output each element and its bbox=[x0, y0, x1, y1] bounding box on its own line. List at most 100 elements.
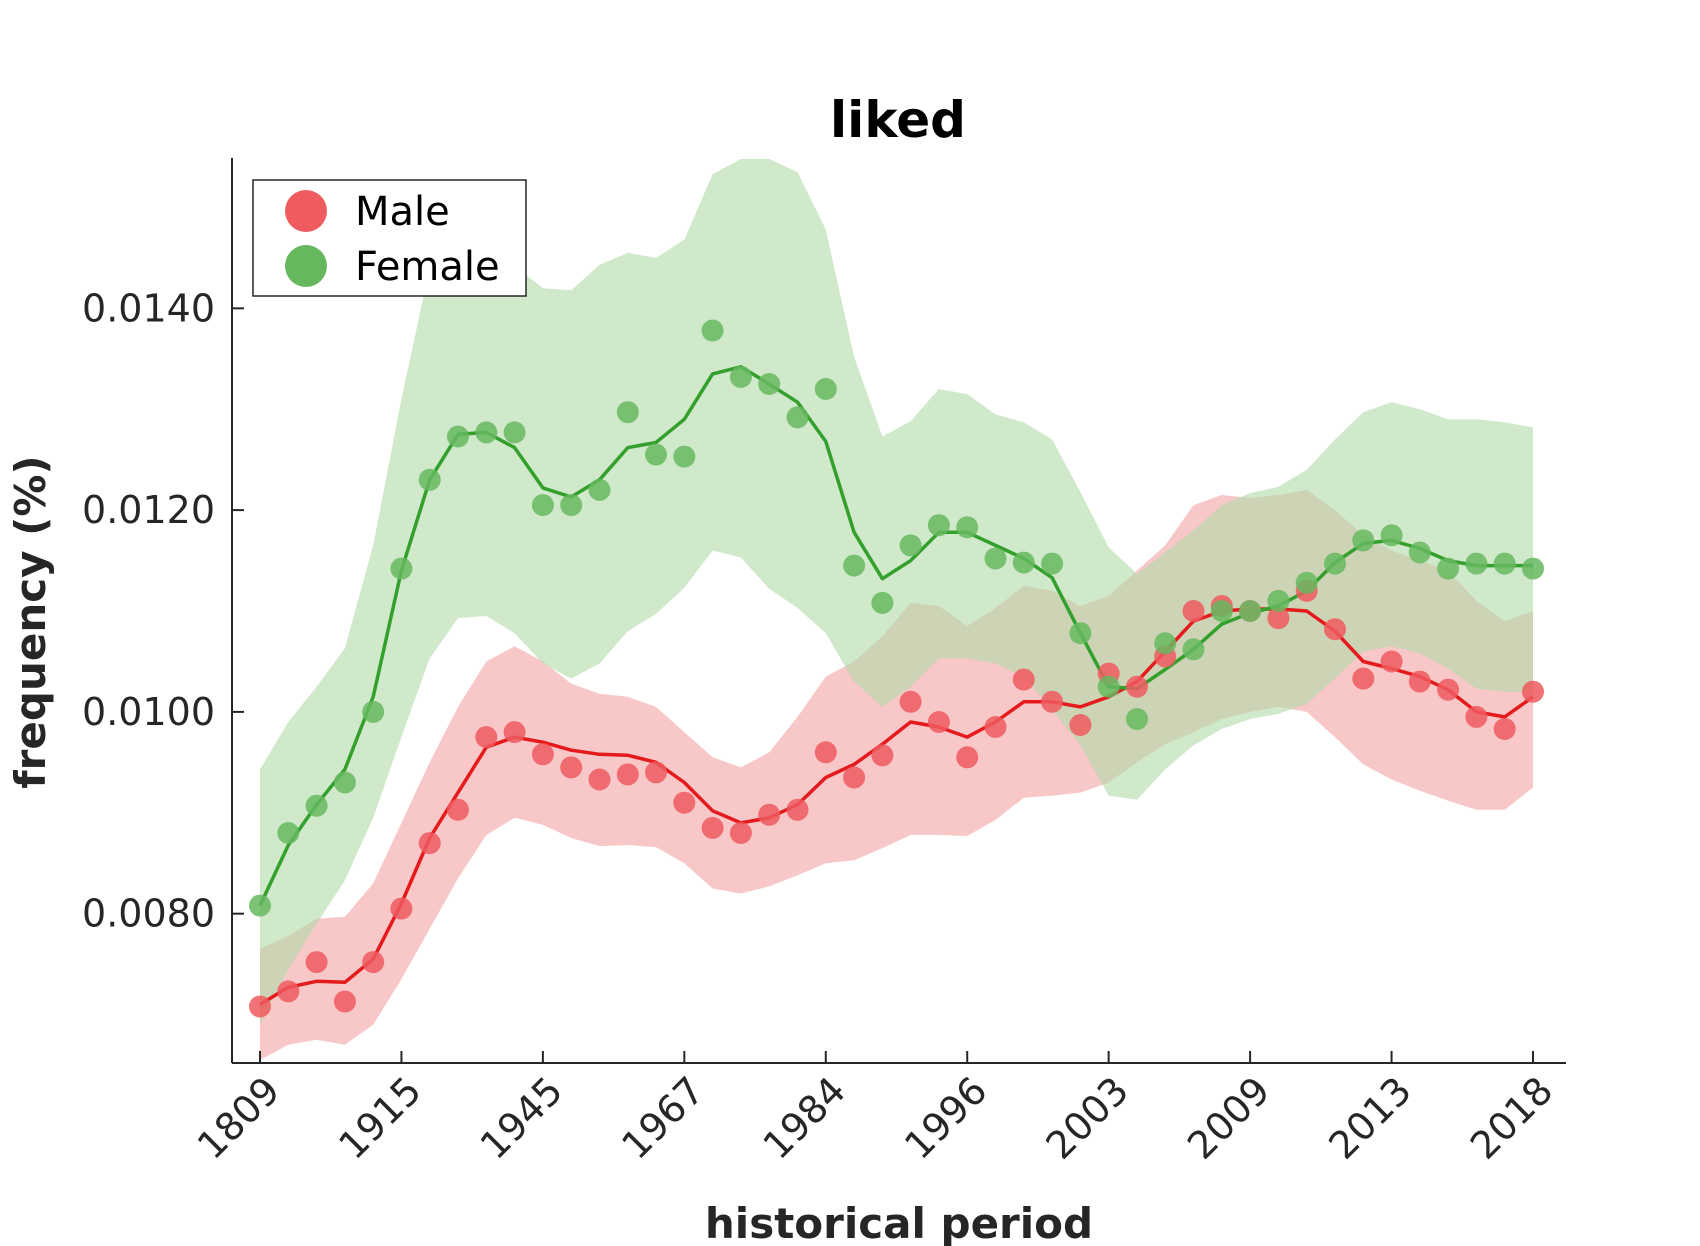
female-data-point bbox=[1012, 551, 1035, 574]
legend-marker-male bbox=[285, 190, 327, 232]
female-data-point bbox=[249, 894, 271, 917]
female-data-point bbox=[362, 700, 385, 723]
male-data-point bbox=[588, 768, 611, 791]
x-tick-label: 1996 bbox=[896, 1068, 996, 1168]
female-data-point bbox=[956, 516, 979, 539]
female-data-point bbox=[1465, 552, 1488, 575]
female-data-point bbox=[418, 468, 441, 491]
female-data-point bbox=[1522, 557, 1544, 580]
x-tick-label: 2003 bbox=[1038, 1068, 1138, 1168]
male-data-point bbox=[814, 741, 837, 764]
female-data-point bbox=[1408, 541, 1431, 564]
male-data-point bbox=[1465, 705, 1488, 728]
female-data-point bbox=[447, 425, 469, 448]
male-data-point bbox=[1522, 680, 1544, 703]
male-data-point bbox=[1408, 670, 1431, 693]
female-data-point bbox=[871, 591, 894, 614]
female-data-point bbox=[1493, 552, 1516, 575]
male-data-point bbox=[1493, 718, 1516, 740]
male-data-point bbox=[560, 756, 583, 779]
y-tick-label: 0.0080 bbox=[82, 892, 215, 936]
female-data-point bbox=[1352, 529, 1375, 552]
x-tick-label: 1915 bbox=[330, 1068, 430, 1168]
male-data-point bbox=[899, 690, 922, 713]
male-data-point bbox=[1437, 678, 1460, 701]
x-tick-label: 1945 bbox=[472, 1068, 572, 1168]
female-data-point bbox=[277, 822, 300, 844]
female-data-point bbox=[475, 421, 498, 444]
female-data-point bbox=[843, 554, 866, 577]
male-data-point bbox=[1041, 690, 1064, 713]
female-data-point bbox=[814, 378, 837, 400]
female-data-point bbox=[786, 406, 809, 429]
female-data-point bbox=[673, 445, 696, 468]
legend: Male Female bbox=[252, 179, 527, 297]
female-data-point bbox=[1154, 632, 1177, 655]
female-data-point bbox=[758, 373, 781, 395]
male-trend-line bbox=[259, 607, 1535, 1006]
male-data-point bbox=[249, 995, 271, 1018]
y-tick-label: 0.0100 bbox=[82, 690, 215, 734]
female-data-point bbox=[1097, 675, 1120, 698]
y-tick-label: 0.0140 bbox=[82, 286, 215, 330]
female-data-point bbox=[503, 421, 526, 444]
male-data-point bbox=[1267, 607, 1290, 630]
x-tick-label: 1809 bbox=[189, 1068, 289, 1168]
female-data-point bbox=[1182, 638, 1205, 661]
x-tick-label: 1967 bbox=[613, 1068, 713, 1168]
x-tick-label: 2009 bbox=[1179, 1068, 1279, 1168]
female-data-point bbox=[729, 365, 752, 388]
female-data-point bbox=[1437, 557, 1460, 580]
x-axis-title: historical period bbox=[705, 1199, 1093, 1246]
x-tick-label: 2013 bbox=[1320, 1068, 1420, 1168]
male-data-point bbox=[984, 716, 1007, 738]
y-axis-title: frequency (%) bbox=[6, 455, 55, 788]
male-data-point bbox=[871, 744, 894, 767]
male-data-point bbox=[729, 822, 752, 844]
female-data-point bbox=[1041, 552, 1064, 575]
male-data-point bbox=[616, 763, 639, 786]
male-data-point bbox=[418, 832, 441, 855]
x-ticks: 1809 1915 1945 1967 1984 1996 2003 2009 2013 2018 bbox=[189, 1051, 1561, 1168]
y-ticks: 0.0080 0.0100 0.0120 0.0140 bbox=[82, 286, 244, 936]
female-data-point bbox=[1210, 600, 1233, 622]
male-data-point bbox=[277, 980, 300, 1003]
male-data-point bbox=[1380, 650, 1403, 673]
chart-title: liked bbox=[830, 91, 966, 149]
male-data-point bbox=[362, 951, 385, 974]
female-data-point bbox=[645, 443, 667, 466]
male-data-point bbox=[1352, 667, 1375, 690]
legend-marker-female bbox=[285, 245, 327, 287]
female-data-point bbox=[560, 494, 583, 517]
male-data-point bbox=[333, 990, 356, 1013]
male-data-point bbox=[1324, 618, 1346, 641]
x-tick-label: 1984 bbox=[755, 1068, 855, 1168]
legend-label-female: Female bbox=[355, 244, 500, 290]
female-data-point bbox=[1324, 552, 1346, 575]
female-trend-line bbox=[258, 365, 1533, 907]
male-data-point bbox=[1012, 668, 1035, 691]
male-data-point bbox=[531, 743, 554, 766]
female-data-point bbox=[1069, 622, 1092, 645]
male-data-point bbox=[1069, 714, 1092, 736]
plot-area bbox=[249, 159, 1544, 1060]
female-data-point bbox=[531, 494, 554, 517]
male-data-point bbox=[305, 951, 328, 974]
male-data-point bbox=[475, 726, 498, 749]
female-data-point bbox=[588, 478, 611, 501]
female-data-point bbox=[1126, 708, 1148, 730]
male-data-point bbox=[758, 803, 781, 826]
female-data-point bbox=[390, 557, 413, 580]
male-data-point bbox=[1126, 675, 1148, 698]
female-data-point bbox=[333, 771, 356, 794]
male-data-point bbox=[390, 897, 413, 920]
female-data-point bbox=[1267, 589, 1290, 612]
female-confidence-band bbox=[260, 159, 1533, 1025]
female-data-point bbox=[927, 514, 950, 537]
female-data-point bbox=[701, 319, 724, 342]
male-data-point bbox=[503, 721, 526, 744]
female-data-point bbox=[1295, 571, 1318, 594]
female-data-point bbox=[984, 547, 1007, 570]
male-data-point bbox=[701, 816, 724, 839]
